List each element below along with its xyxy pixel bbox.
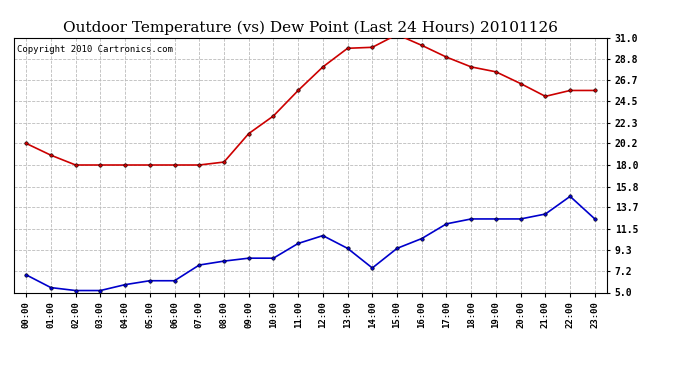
Text: Copyright 2010 Cartronics.com: Copyright 2010 Cartronics.com — [17, 45, 172, 54]
Title: Outdoor Temperature (vs) Dew Point (Last 24 Hours) 20101126: Outdoor Temperature (vs) Dew Point (Last… — [63, 21, 558, 35]
